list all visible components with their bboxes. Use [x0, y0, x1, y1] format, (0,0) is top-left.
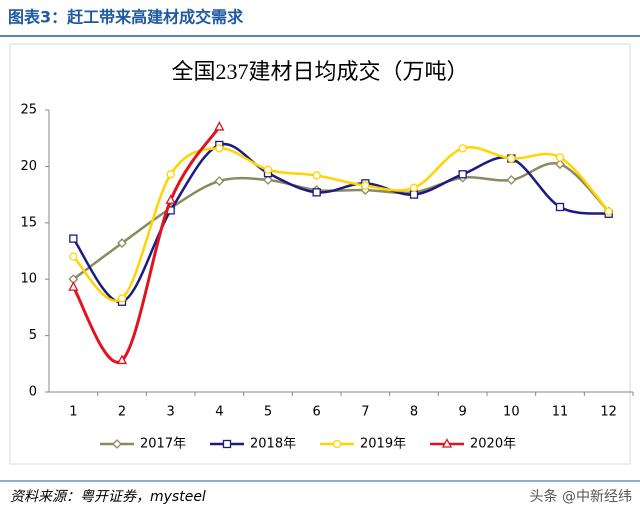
chart-title: 全国237建材日均成交（万吨） — [171, 59, 468, 84]
marker — [409, 183, 419, 192]
marker — [604, 207, 613, 216]
marker — [555, 202, 565, 212]
y-tick-label: 15 — [20, 215, 37, 230]
y-tick-label: 0 — [29, 385, 37, 400]
marker — [507, 154, 516, 163]
marker — [222, 439, 232, 449]
series-line — [72, 146, 610, 302]
marker — [263, 175, 273, 185]
marker — [214, 121, 225, 131]
marker — [458, 144, 467, 153]
marker — [116, 354, 128, 365]
marker — [312, 171, 321, 180]
series-line — [72, 142, 609, 304]
marker — [112, 439, 122, 449]
y-tick-label: 20 — [20, 159, 37, 174]
marker — [117, 294, 127, 303]
marker — [361, 181, 370, 190]
marker — [555, 153, 565, 162]
marker — [68, 281, 79, 291]
marker — [332, 439, 342, 449]
x-tick-label: 4 — [215, 405, 223, 420]
chart-frame — [9, 43, 631, 465]
x-tick-label: 6 — [313, 405, 321, 420]
marker — [409, 190, 419, 199]
x-tick-label: 7 — [361, 405, 369, 420]
marker — [441, 438, 453, 448]
watermark: 头条 @中新经纬 — [530, 488, 632, 505]
marker — [215, 144, 224, 153]
x-tick-label: 9 — [459, 405, 467, 420]
marker — [458, 170, 467, 179]
y-tick-label: 5 — [29, 328, 37, 343]
marker — [263, 165, 273, 174]
marker — [166, 170, 175, 179]
x-tick-label: 8 — [410, 405, 418, 420]
marker — [117, 238, 127, 249]
marker — [69, 252, 78, 261]
legend-label: 2017年 — [140, 437, 186, 452]
x-tick-label: 10 — [503, 405, 520, 420]
marker — [506, 175, 517, 185]
source: 资料来源：粤开证券，mysteel — [10, 489, 206, 505]
legend-label: 2018年 — [250, 437, 296, 452]
legend-label: 2020年 — [470, 437, 516, 452]
marker — [555, 159, 565, 170]
legend-label: 2019年 — [360, 437, 406, 452]
marker — [214, 176, 225, 186]
y-tick-label: 25 — [20, 103, 37, 118]
x-tick-label: 11 — [552, 405, 569, 420]
y-tick-label: 10 — [20, 272, 37, 287]
marker — [312, 188, 321, 197]
marker — [165, 194, 176, 204]
x-tick-label: 3 — [167, 405, 175, 420]
x-tick-label: 2 — [118, 405, 126, 420]
series-line — [72, 126, 221, 364]
x-tick-label: 1 — [69, 405, 77, 420]
header-title: 图表3：赶工带来高建材成交需求 — [8, 8, 244, 27]
marker — [69, 234, 78, 243]
x-tick-label: 5 — [264, 405, 272, 420]
x-tick-label: 12 — [600, 405, 617, 420]
